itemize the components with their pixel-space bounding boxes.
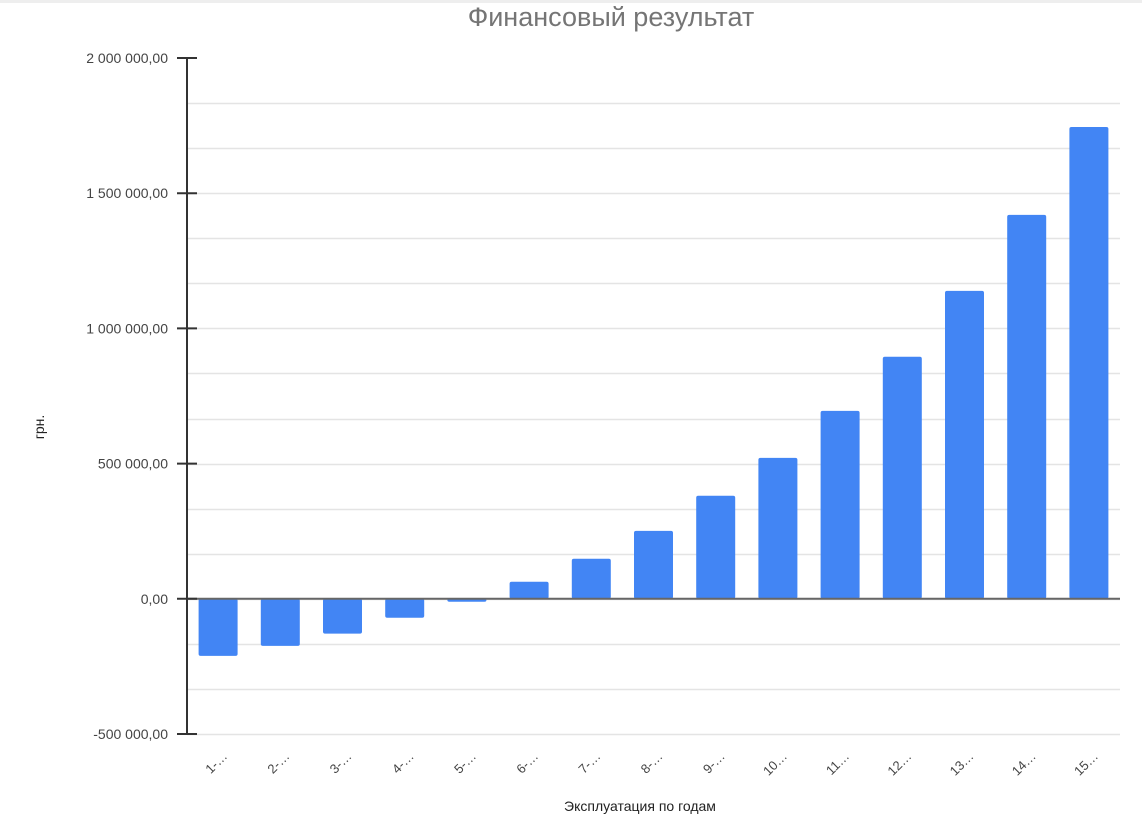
bar-series	[198, 126, 1109, 656]
bar[interactable]	[820, 410, 860, 599]
bar[interactable]	[634, 530, 673, 599]
y-tick-label: -500 000,00	[93, 726, 168, 742]
x-tick-label: 8-…	[638, 749, 666, 777]
bar[interactable]	[882, 356, 922, 599]
x-axis-ticks: 1-… 2-… 3-… 4-… 5-… 6-… 7-… 8-… 9-… 10… 11… 12… 13… 1…	[202, 749, 1101, 779]
bar[interactable]	[385, 598, 425, 618]
x-tick-label: 4-…	[389, 749, 417, 777]
x-tick-label: 14…	[1009, 749, 1039, 779]
axes	[186, 58, 1120, 734]
bar[interactable]	[945, 290, 984, 599]
bar[interactable]	[260, 598, 300, 646]
x-tick-label: 3-…	[327, 749, 355, 777]
y-tick-label: 500 000,00	[98, 456, 168, 472]
x-tick-label: 9-…	[700, 749, 728, 777]
bar[interactable]	[509, 581, 549, 599]
x-tick-label: 12…	[884, 749, 914, 779]
y-axis-title: грн.	[31, 415, 47, 440]
bar[interactable]	[1007, 214, 1047, 599]
x-tick-label: 7-…	[575, 749, 603, 777]
top-border	[0, 0, 1142, 3]
x-axis-title: Эксплуатация по годам	[564, 798, 716, 814]
y-tick-label: 2 000 000,00	[86, 50, 168, 66]
y-axis-ticks: -500 000,00 0,00 500 000,00 1 000 000,00 1 5…	[86, 50, 197, 742]
bar[interactable]	[1069, 126, 1109, 599]
y-tick-label: 1 000 000,00	[86, 320, 168, 336]
x-tick-label: 6-…	[513, 749, 541, 777]
bar[interactable]	[198, 598, 238, 656]
y-tick-label: 1 500 000,00	[86, 185, 168, 201]
x-tick-label: 11…	[823, 749, 852, 778]
x-tick-label: 2-…	[264, 749, 292, 777]
bar[interactable]	[323, 598, 362, 634]
chart-title: Финансовый результат	[467, 2, 755, 32]
x-tick-label: 15…	[1071, 749, 1101, 779]
y-tick-label: 0,00	[141, 591, 168, 607]
x-tick-label: 13…	[947, 749, 977, 779]
bar[interactable]	[571, 558, 611, 599]
x-tick-label: 5-…	[451, 749, 479, 777]
bar[interactable]	[696, 495, 736, 599]
bar[interactable]	[758, 457, 798, 599]
x-tick-label: 10…	[760, 749, 790, 779]
x-tick-label: 1-…	[202, 749, 230, 777]
